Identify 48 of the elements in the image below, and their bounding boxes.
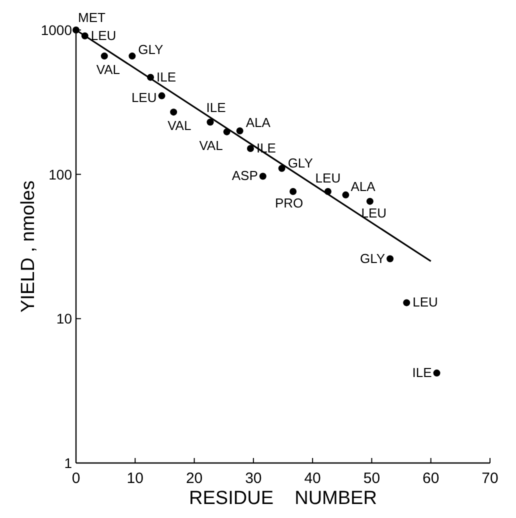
annotation: LEU	[361, 205, 387, 220]
annotation: GLY	[360, 250, 386, 266]
annotation: LEU	[315, 170, 341, 186]
y-tick-label: 10	[56, 310, 72, 327]
point	[158, 92, 166, 100]
x-tick-label: 20	[186, 470, 203, 487]
annotation: ALA	[246, 114, 271, 130]
x-tick-label: 60	[422, 470, 440, 487]
annotation: GLY	[288, 155, 314, 170]
x-tick-label: 50	[363, 470, 380, 487]
x-tick-label: 0	[72, 470, 80, 487]
annotation: VAL	[96, 62, 120, 78]
annotation: LEU	[412, 294, 438, 310]
point	[170, 108, 178, 116]
annotation: ILE	[412, 365, 432, 380]
x-tick-label: 70	[482, 470, 498, 487]
annotation: MET	[78, 10, 106, 25]
point	[100, 52, 108, 60]
annotation: VAL	[168, 118, 192, 134]
annotation: PRO	[274, 196, 304, 211]
annotation: GLY	[138, 42, 164, 58]
x-tick-label: 30	[245, 470, 262, 487]
point	[433, 370, 440, 377]
y-tick-label: 1	[64, 455, 72, 471]
annotation: ASP	[232, 168, 258, 184]
point	[236, 127, 244, 134]
point	[259, 172, 266, 180]
x-tick-label: 10	[126, 470, 144, 487]
point	[403, 299, 410, 306]
y-tick-label: 100	[48, 166, 72, 182]
point	[366, 198, 374, 205]
point	[290, 188, 297, 196]
y-tick-label: 1000	[40, 22, 72, 38]
point	[278, 164, 286, 172]
point	[128, 52, 136, 60]
point	[206, 118, 214, 126]
y-axis-title: YIELD , nmoles	[18, 180, 39, 312]
annotation: LEU	[90, 28, 116, 43]
annotation: ALA	[350, 178, 376, 194]
point	[246, 145, 254, 152]
annotation: ILE	[206, 100, 226, 116]
annotation: VAL	[199, 138, 223, 153]
point	[386, 255, 394, 262]
annotation: LEU	[131, 90, 157, 105]
point	[342, 191, 350, 198]
annotation: ILE	[156, 69, 176, 84]
x-axis-title: RESIDUE NUMBER	[189, 488, 377, 509]
x-tick-label: 40	[304, 470, 321, 487]
